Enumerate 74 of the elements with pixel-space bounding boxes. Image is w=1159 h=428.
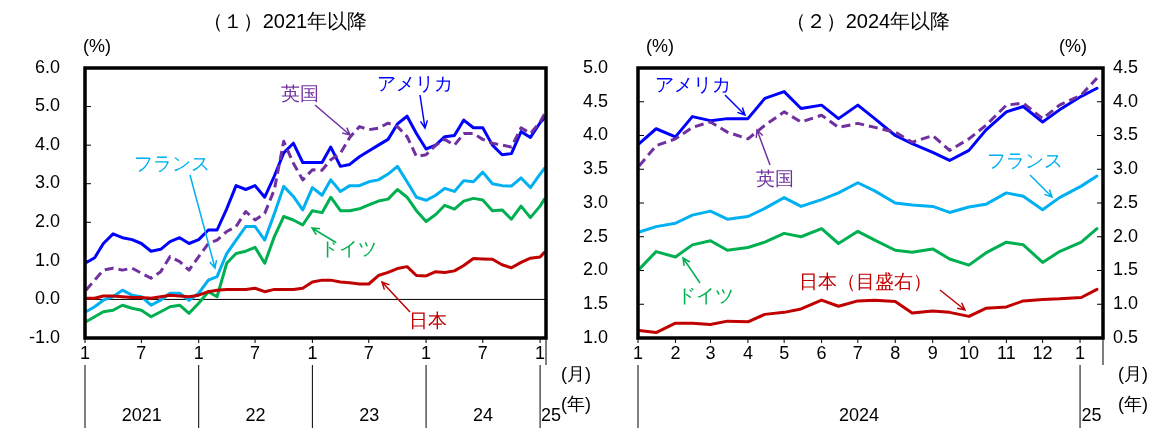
- chart-title: （１）2021年以降: [202, 10, 368, 32]
- series-label: アメリカ: [655, 74, 731, 96]
- x-tick-label: 5: [779, 343, 790, 363]
- y-tick-label: 1.5: [582, 293, 608, 313]
- legend-label: ドイツ: [319, 238, 377, 260]
- x-axis-title: (月): [1118, 364, 1148, 384]
- text: 24: [473, 405, 494, 425]
- text: (年): [1118, 394, 1148, 414]
- y-tick-label: -1.0: [28, 326, 60, 347]
- x-tick-label: 9: [927, 343, 938, 363]
- x-tick-label: 4: [742, 343, 753, 363]
- y-tick-label: 4.0: [34, 133, 60, 154]
- x-tick-label: 11: [997, 343, 1016, 363]
- y-tick-label: 2.0: [582, 259, 608, 280]
- y2-tick-label: 3.5: [1113, 124, 1139, 145]
- text: 23: [359, 405, 380, 425]
- y2-axis-title: (%): [1059, 36, 1087, 56]
- y-tick-label: 3.0: [582, 191, 608, 212]
- legend-label: ドイツ: [676, 285, 734, 307]
- text: (年): [561, 394, 591, 414]
- x-tick-label: 1: [1075, 343, 1086, 363]
- text: フランス: [134, 153, 210, 175]
- y-tick-label: 4.5: [582, 90, 608, 111]
- x-tick-label: 7: [250, 343, 261, 363]
- text: 22: [245, 405, 266, 425]
- x-tick-label: 10: [958, 343, 979, 363]
- x-axis-title: (月): [561, 364, 591, 384]
- x-tick-label: 6: [816, 343, 827, 363]
- y-tick-label: 6.0: [34, 56, 60, 77]
- series-label: アメリカ: [377, 73, 453, 95]
- series-label: フランス: [987, 150, 1063, 172]
- x-tick-label: 7: [363, 343, 374, 363]
- x-tick-label: 1: [632, 343, 644, 363]
- text: 2021: [121, 405, 162, 425]
- y-axis-title: (%): [646, 36, 674, 56]
- y-tick-label: 2.5: [582, 225, 608, 246]
- y2-tick-label: 4.5: [1113, 56, 1139, 77]
- x-tick-label: 1: [193, 343, 204, 363]
- x-tick-label: 7: [136, 343, 147, 363]
- x-tick-label: 1: [421, 343, 432, 363]
- y-axis-title: (%): [83, 36, 111, 56]
- y-tick-label: 3.0: [34, 172, 60, 193]
- x-tick-label: 1: [79, 343, 91, 363]
- y2-tick-label: 1.5: [1113, 259, 1139, 280]
- x-tick-label: 8: [890, 343, 901, 363]
- text: 25: [1081, 405, 1102, 425]
- y-tick-label: 0.0: [34, 288, 60, 309]
- y-tick-label: 2.0: [34, 211, 60, 232]
- text: 2024: [839, 405, 880, 425]
- y-tick-label: 1.0: [582, 326, 608, 347]
- y2-tick-label: 1.0: [1113, 293, 1139, 313]
- x-tick-label: 12: [1032, 343, 1053, 363]
- series-label: 日本（目盛右）: [798, 271, 932, 293]
- y2-tick-label: 2.0: [1113, 225, 1139, 246]
- y-tick-label: 5.0: [34, 95, 60, 116]
- x-tick-label: 7: [852, 343, 863, 363]
- y2-tick-label: 0.5: [1113, 326, 1139, 347]
- y2-tick-label: 4.0: [1113, 90, 1139, 111]
- chart-title: （２）2024年以降: [785, 10, 951, 32]
- x-tick-label: 2: [670, 343, 681, 363]
- x-tick-label: 1: [307, 343, 318, 363]
- text: 25: [541, 405, 562, 425]
- legend-label: 英国: [756, 168, 794, 190]
- x-tick-label: 3: [705, 343, 716, 363]
- series-label: 英国: [281, 83, 319, 105]
- x-tick-label: 1: [535, 343, 546, 363]
- y-tick-label: 5.0: [582, 56, 608, 77]
- x-tick-label: 7: [477, 343, 488, 363]
- legend-label: 日本: [409, 310, 447, 332]
- y2-tick-label: 3.0: [1113, 158, 1139, 178]
- y-tick-label: 4.0: [582, 124, 608, 145]
- y-tick-label: 1.0: [34, 249, 60, 270]
- y-tick-label: 3.5: [582, 158, 608, 178]
- y2-tick-label: 2.5: [1113, 191, 1139, 212]
